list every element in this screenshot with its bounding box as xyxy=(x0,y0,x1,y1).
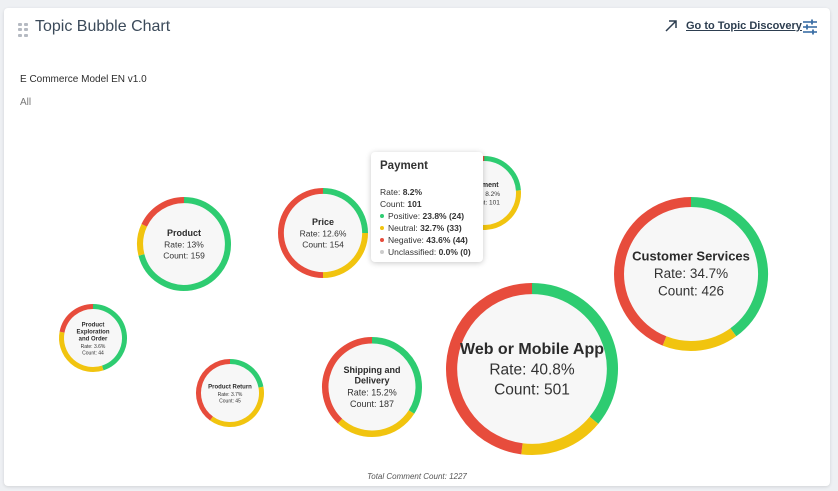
bubble-count: Count: 501 xyxy=(494,381,570,398)
negative-dot-icon xyxy=(380,238,384,242)
tooltip-neutral-row: Neutral: 32.7% (33) xyxy=(380,222,474,234)
settings-sliders-icon[interactable] xyxy=(802,19,818,35)
bubble-rate: Rate: 8.2% xyxy=(468,191,500,198)
ring-segment-positive xyxy=(371,337,422,414)
ring-segment-negative xyxy=(59,304,94,333)
bubble-title: Product Return xyxy=(208,384,252,390)
bubble-fill xyxy=(140,200,228,288)
bubble-customer-services[interactable]: Customer Services Rate: 34.7% Count: 426 xyxy=(614,197,768,351)
bubble-count: Count: 44 xyxy=(82,351,104,357)
bubble-rate: Rate: 12.6% xyxy=(300,229,347,239)
payment-tooltip: Payment Rate: 8.2% Count: 101 Positive: … xyxy=(371,152,483,262)
bubble-rate: Rate: 34.7% xyxy=(654,266,728,281)
unclassified-dot-icon xyxy=(380,250,384,254)
ring-segment-negative xyxy=(614,197,692,346)
bubble-rate: Rate: 3.7% xyxy=(218,392,243,398)
ring-segment-positive xyxy=(138,197,231,291)
bubble-title: Delivery xyxy=(354,375,389,385)
bubble-fill xyxy=(619,202,763,346)
bubble-web-or-mobile-app[interactable]: Web or Mobile App Rate: 40.8% Count: 501 xyxy=(446,283,618,455)
bubble-fill xyxy=(61,306,125,370)
bubble-product[interactable]: Product Rate: 13%Count: 159 xyxy=(137,197,231,291)
tooltip-title: Payment xyxy=(380,160,428,172)
total-comment-count: Total Comment Count: 1227 xyxy=(367,472,467,481)
card-title: Topic Bubble Chart xyxy=(35,18,171,35)
ring-segment-neutral xyxy=(662,328,737,351)
ring-segment-positive xyxy=(92,304,127,371)
positive-dot-icon xyxy=(380,214,384,218)
bubble-price[interactable]: Price Rate: 12.6%Count: 154 xyxy=(278,188,368,278)
bubble-title: Product xyxy=(82,323,105,329)
bubble-title: Customer Services xyxy=(632,249,750,264)
bubble-count: Count: 154 xyxy=(302,240,344,250)
tooltip-negative-row: Negative: 43.6% (44) xyxy=(380,234,474,246)
goto-topic-discovery-label: Go to Topic Discovery xyxy=(686,20,802,32)
bubble-count: Count: 426 xyxy=(658,283,724,298)
bubble-title: Payment xyxy=(469,182,499,189)
ring-segment-positive xyxy=(690,197,768,337)
ring-segment-negative xyxy=(141,197,185,227)
ring-segment-neutral xyxy=(337,410,415,437)
external-arrow-icon xyxy=(665,20,677,32)
ring-segment-negative xyxy=(322,337,373,424)
bubble-rate: Rate: 40.8% xyxy=(489,361,575,378)
goto-topic-discovery-link[interactable]: Go to Topic Discovery xyxy=(664,19,802,33)
ring-segment-positive xyxy=(483,156,521,191)
model-name-label: E Commerce Model EN v1.0 xyxy=(20,74,147,85)
bubble-chart: Customer Services Rate: 34.7% Count: 426 We… xyxy=(59,156,768,455)
bubble-title: Shipping and xyxy=(344,365,401,375)
drag-handle-icon[interactable] xyxy=(18,23,28,37)
bubble-title: and Order xyxy=(79,336,108,342)
tooltip-rate-row: Rate: 8.2% xyxy=(380,187,423,197)
ring-segment-positive xyxy=(229,359,264,388)
topic-bubble-chart-card: Topic Bubble Chart Go to Topic Discovery… xyxy=(4,8,830,486)
bubble-rate: Rate: 13% xyxy=(164,240,204,250)
bubble-title: Price xyxy=(312,217,334,227)
bubble-product-return[interactable]: Product Return Rate: 3.7%Count: 45 xyxy=(196,359,264,427)
tooltip-positive-row: Positive: 23.8% (24) xyxy=(380,210,474,222)
ring-segment-positive xyxy=(322,188,368,234)
ring-segment-negative xyxy=(446,283,533,455)
bubble-title: Web or Mobile App xyxy=(460,341,604,358)
bubble-count: Count: 101 xyxy=(468,200,500,207)
neutral-dot-icon xyxy=(380,226,384,230)
bubble-rate: Rate: 15.2% xyxy=(347,387,397,397)
bubble-count: Count: 159 xyxy=(163,251,205,261)
ring-segment-neutral xyxy=(521,416,599,455)
bubble-count: Count: 187 xyxy=(350,399,394,409)
bubble-title: Exploration xyxy=(76,329,109,335)
tooltip-count-row: Count: 101 xyxy=(380,199,422,209)
ring-segment-neutral xyxy=(322,232,368,278)
bubble-count: Count: 45 xyxy=(219,399,241,405)
tooltip-unclassified-row: Unclassified: 0.0% (0) xyxy=(380,246,474,258)
filter-value-label: All xyxy=(20,97,32,108)
bubble-fill xyxy=(451,288,613,450)
bubble-fill xyxy=(198,361,262,425)
ring-segment-neutral xyxy=(210,386,264,427)
ring-segment-negative xyxy=(278,188,324,278)
ring-segment-neutral xyxy=(137,223,148,256)
ring-segment-neutral xyxy=(59,331,104,372)
bubble-title: Product xyxy=(167,228,201,238)
bubble-fill xyxy=(280,190,366,276)
bubble-fill xyxy=(325,340,419,434)
bubble-rate: Rate: 3.6% xyxy=(81,344,106,350)
ring-segment-positive xyxy=(531,283,618,424)
ring-segment-negative xyxy=(196,359,231,421)
